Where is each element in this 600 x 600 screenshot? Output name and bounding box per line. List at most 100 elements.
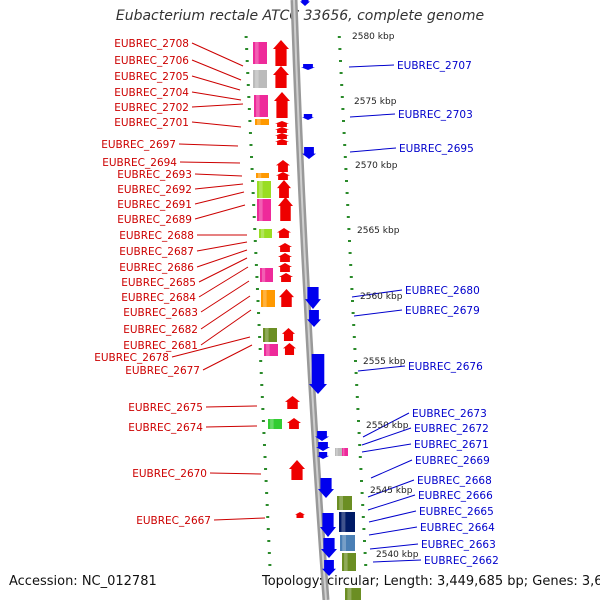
scale-dash-right xyxy=(347,228,351,230)
scale-dash-right xyxy=(348,252,352,254)
gene-label-eubrec-2705[interactable]: EUBREC_2705 xyxy=(114,71,189,83)
gene-box xyxy=(264,344,278,356)
scale-dash-right xyxy=(344,168,348,170)
scale-dash-right xyxy=(352,324,356,326)
scale-dash-left xyxy=(250,156,254,158)
gene-label-eubrec-2668[interactable]: EUBREC_2668 xyxy=(417,475,492,487)
gene-label-eubrec-2667[interactable]: EUBREC_2667 xyxy=(136,515,211,527)
scale-tick-label: 2580 kbp xyxy=(352,32,395,42)
gene-label-eubrec-2666[interactable]: EUBREC_2666 xyxy=(418,490,493,502)
leader-line xyxy=(191,103,244,108)
gene-box-shine xyxy=(256,95,260,117)
gene-box-shine xyxy=(342,535,346,551)
gene-label-eubrec-2685[interactable]: EUBREC_2685 xyxy=(121,277,196,289)
scale-dash-right xyxy=(343,156,347,158)
gene-label-eubrec-2679[interactable]: EUBREC_2679 xyxy=(405,305,480,317)
scale-dash-right xyxy=(357,420,360,422)
gene-label-eubrec-2673[interactable]: EUBREC_2673 xyxy=(412,408,487,420)
reverse-gene-arrow xyxy=(302,114,314,120)
gene-label-eubrec-2670[interactable]: EUBREC_2670 xyxy=(132,468,207,480)
gene-label-eubrec-2694[interactable]: EUBREC_2694 xyxy=(102,157,177,169)
forward-gene-arrow xyxy=(274,92,290,118)
leader-line xyxy=(370,459,413,479)
gene-label-eubrec-2672[interactable]: EUBREC_2672 xyxy=(414,423,489,435)
scale-dash-right xyxy=(354,372,358,374)
leader-line xyxy=(196,241,248,252)
gene-label-eubrec-2703[interactable]: EUBREC_2703 xyxy=(398,109,473,121)
scale-dash-left xyxy=(252,204,256,206)
leader-line xyxy=(202,344,253,371)
gene-label-eubrec-2697[interactable]: EUBREC_2697 xyxy=(101,139,176,151)
gene-label-eubrec-2707[interactable]: EUBREC_2707 xyxy=(397,60,472,72)
leader-line xyxy=(194,204,246,220)
leader-line xyxy=(191,42,244,67)
gene-label-eubrec-2687[interactable]: EUBREC_2687 xyxy=(119,246,194,258)
scale-dash-left xyxy=(262,444,266,446)
gene-label-eubrec-2686[interactable]: EUBREC_2686 xyxy=(119,262,194,274)
reverse-gene-arrow xyxy=(315,431,329,441)
scale-dash-left xyxy=(253,228,257,230)
gene-label-eubrec-2674[interactable]: EUBREC_2674 xyxy=(128,422,203,434)
gene-label-eubrec-2689[interactable]: EUBREC_2689 xyxy=(117,214,192,226)
gene-label-eubrec-2692[interactable]: EUBREC_2692 xyxy=(117,184,192,196)
scale-dash-left xyxy=(261,408,265,410)
gene-label-eubrec-2688[interactable]: EUBREC_2688 xyxy=(119,230,194,242)
gene-label-eubrec-2671[interactable]: EUBREC_2671 xyxy=(414,439,489,451)
forward-gene-arrow xyxy=(287,418,301,429)
scale-dash-left xyxy=(258,348,262,350)
gene-label-eubrec-2693[interactable]: EUBREC_2693 xyxy=(117,169,192,181)
leader-line xyxy=(353,309,403,317)
reverse-gene-arrow xyxy=(302,147,316,159)
forward-gene-arrow xyxy=(277,180,291,198)
scale-dash-left xyxy=(245,60,249,62)
reverse-gene-arrow xyxy=(305,287,321,309)
gene-label-eubrec-2663[interactable]: EUBREC_2663 xyxy=(421,539,496,551)
gene-label-eubrec-2664[interactable]: EUBREC_2664 xyxy=(420,522,495,534)
gene-box xyxy=(335,448,342,456)
gene-label-eubrec-2680[interactable]: EUBREC_2680 xyxy=(405,285,480,297)
gene-box-shine xyxy=(344,553,348,571)
leader-line xyxy=(357,365,406,372)
gene-box xyxy=(263,328,277,342)
gene-label-eubrec-2677[interactable]: EUBREC_2677 xyxy=(125,365,200,377)
gene-label-eubrec-2676[interactable]: EUBREC_2676 xyxy=(408,361,483,373)
scale-dash-left xyxy=(248,120,252,122)
gene-label-eubrec-2678[interactable]: EUBREC_2678 xyxy=(94,352,169,364)
scale-dash-left xyxy=(256,300,260,302)
gene-label-eubrec-2695[interactable]: EUBREC_2695 xyxy=(399,143,474,155)
gene-label-eubrec-2683[interactable]: EUBREC_2683 xyxy=(123,307,198,319)
scale-dash-left xyxy=(257,312,261,314)
scale-dash-right xyxy=(363,540,366,542)
scale-tick-label: 2565 kbp xyxy=(357,226,400,236)
scale-dash-left xyxy=(245,48,249,50)
gene-label-eubrec-2701[interactable]: EUBREC_2701 xyxy=(114,117,189,129)
reverse-gene-arrow xyxy=(321,538,337,558)
map-title: Eubacterium rectale ATCC 33656, complete… xyxy=(115,8,485,24)
label-leaders xyxy=(171,42,422,563)
gene-label-eubrec-2665[interactable]: EUBREC_2665 xyxy=(419,506,494,518)
gene-label-eubrec-2669[interactable]: EUBREC_2669 xyxy=(415,455,490,467)
gene-box xyxy=(340,535,355,551)
leader-line xyxy=(191,75,241,91)
gene-label-eubrec-2708[interactable]: EUBREC_2708 xyxy=(114,38,189,50)
gene-box-shine xyxy=(336,448,338,456)
gene-label-eubrec-2706[interactable]: EUBREC_2706 xyxy=(114,55,189,67)
gene-label-eubrec-2675[interactable]: EUBREC_2675 xyxy=(128,402,203,414)
gene-label-eubrec-2682[interactable]: EUBREC_2682 xyxy=(123,324,198,336)
scale-dash-left xyxy=(259,360,263,362)
scale-tick-label: 2550 kbp xyxy=(366,421,409,431)
gene-label-eubrec-2684[interactable]: EUBREC_2684 xyxy=(121,292,196,304)
gene-label-eubrec-2702[interactable]: EUBREC_2702 xyxy=(114,102,189,114)
forward-gene-arrow xyxy=(276,160,290,172)
scale-dash-left xyxy=(258,336,262,338)
gene-label-eubrec-2691[interactable]: EUBREC_2691 xyxy=(117,199,192,211)
reverse-gene-arrow xyxy=(317,452,329,459)
gene-label-eubrec-2681[interactable]: EUBREC_2681 xyxy=(123,340,198,352)
gene-box-shine xyxy=(270,419,274,429)
scale-dash-left xyxy=(249,144,253,146)
gene-label-eubrec-2704[interactable]: EUBREC_2704 xyxy=(114,87,189,99)
gene-label-eubrec-2662[interactable]: EUBREC_2662 xyxy=(424,555,499,567)
reverse-gene-arrow xyxy=(307,310,321,327)
reverse-gene-arrow xyxy=(318,478,334,498)
gene-labels[interactable]: EUBREC_2708 EUBREC_2706 EUBREC_2705 EUBREC_… xyxy=(94,38,499,567)
